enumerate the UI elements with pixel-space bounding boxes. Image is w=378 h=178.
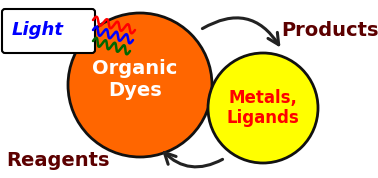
- FancyBboxPatch shape: [2, 9, 95, 53]
- Text: Reagents: Reagents: [6, 151, 110, 169]
- Circle shape: [208, 53, 318, 163]
- Circle shape: [68, 13, 212, 157]
- Text: Light: Light: [12, 21, 64, 39]
- Text: Organic
Dyes: Organic Dyes: [92, 59, 178, 101]
- Text: Metals,
Ligands: Metals, Ligands: [227, 89, 299, 127]
- Text: Products: Products: [281, 20, 378, 40]
